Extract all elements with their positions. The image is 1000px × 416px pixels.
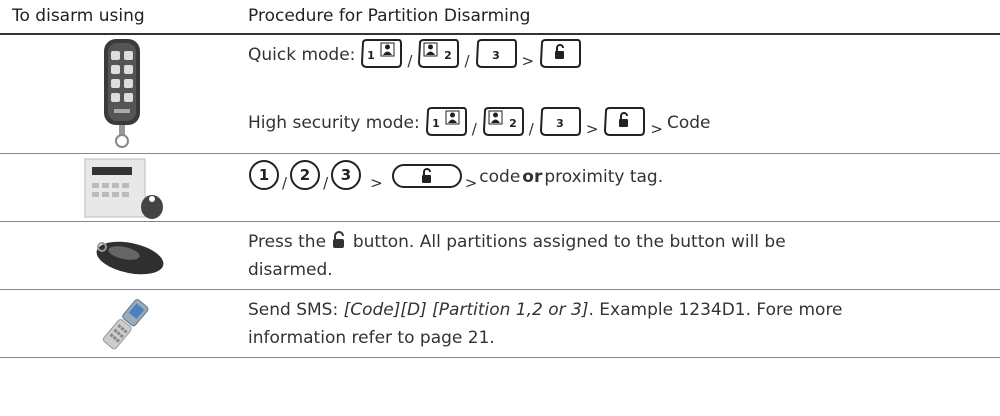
row-rule	[0, 289, 1000, 290]
separator: /	[528, 120, 534, 138]
separator: /	[323, 174, 329, 192]
suffix: code	[479, 167, 521, 187]
separator: /	[282, 174, 288, 192]
key-number: 2	[300, 166, 310, 184]
key-number: 1	[259, 166, 269, 184]
text: button. All partitions assigned to the b…	[248, 232, 786, 280]
key-number: 2	[509, 117, 517, 130]
high-security-line: High security mode: 1 / 2 / 3 > > Code	[248, 106, 711, 140]
header-rule	[0, 33, 1000, 35]
separator: /	[471, 120, 477, 138]
quick-mode-line: Quick mode: 1 / 2 / 3 >	[248, 38, 582, 72]
suffix: Code	[666, 113, 711, 133]
text: . Example 1234D1. Fore more information …	[248, 300, 843, 348]
row-rule	[0, 221, 1000, 222]
column-header: Procedure for Partition Disarming	[248, 6, 531, 26]
partition-key: 2	[418, 38, 460, 68]
key-number: 1	[432, 117, 440, 130]
unlock-key	[604, 106, 646, 136]
row-rule	[0, 357, 1000, 358]
round-key: 1	[249, 159, 279, 190]
separator: >	[585, 120, 599, 138]
partition-key: 3	[475, 38, 517, 68]
label: Quick mode:	[248, 45, 356, 65]
partition-key: 1	[361, 38, 403, 68]
tail: proximity tag.	[544, 167, 664, 187]
partition-key: 2	[482, 106, 524, 136]
unlock-icon	[333, 231, 345, 248]
row-rule	[0, 153, 1000, 154]
separator: /	[464, 52, 470, 70]
phone-image	[102, 299, 149, 350]
sms-text: Send SMS: [Code][D] [Partition 1,2 or 3]…	[248, 296, 848, 352]
unlock-key	[540, 38, 582, 68]
partition-key: 3	[539, 106, 581, 136]
italic-text: [Code][D] [Partition 1,2 or 3]	[343, 300, 589, 320]
keyfob-image	[96, 241, 164, 275]
keypad-image	[84, 158, 163, 219]
key-number: 1	[368, 49, 376, 62]
round-key: 3	[331, 159, 362, 190]
label: Send SMS:	[248, 300, 339, 320]
key-number: 2	[445, 49, 453, 62]
key-number: 3	[492, 49, 500, 62]
remote-image	[104, 39, 140, 148]
separator: /	[407, 52, 413, 70]
separator: >	[464, 174, 478, 192]
unlock-key	[391, 163, 462, 188]
separator: >	[650, 120, 663, 138]
partition-key: 1	[425, 106, 467, 136]
round-key: 2	[290, 159, 321, 190]
label: High security mode:	[248, 113, 420, 133]
key-number: 3	[341, 166, 351, 184]
column-header: To disarm using	[12, 6, 145, 26]
separator: >	[521, 52, 535, 70]
text: Press the	[248, 232, 327, 252]
key-number: 3	[556, 117, 564, 130]
keypad-line: 1 / 2 / 3 > > code or proximity tag.	[248, 159, 664, 194]
separator: >	[370, 174, 383, 192]
bold-text: or	[522, 167, 543, 187]
keyfob-text: Press the button. All partitions assigne…	[248, 228, 848, 284]
